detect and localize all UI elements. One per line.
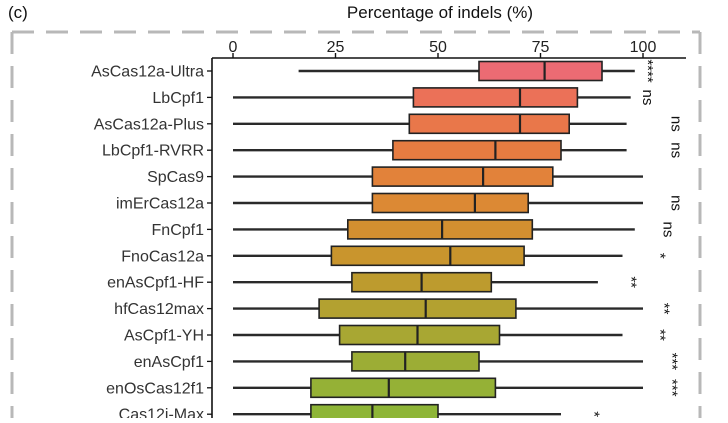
panel-label: (c) (8, 3, 28, 22)
significance-label: ns (660, 221, 677, 237)
y-tick-label: AsCas12a-Plus (94, 116, 204, 133)
box (346, 219, 534, 240)
y-tick-label: AsCpf1-YH (124, 328, 204, 345)
y-tick-label: enOsCas12f1 (106, 380, 204, 397)
axes: 0 25 50 75 100 (207, 39, 686, 418)
y-tick-label: LbCpf1-RVRR (102, 143, 204, 160)
y-tick-labels: AsCas12a-Ultra LbCpf1 AsCas12a-Plus LbCpf1-… (91, 64, 205, 423)
x-tick-label: 75 (532, 39, 550, 56)
box (351, 351, 480, 372)
boxes (233, 60, 643, 423)
y-tick-label: imErCas12a (116, 196, 204, 213)
y-tick-label: LbCpf1 (152, 90, 204, 107)
y-tick-label: hfCas12max (114, 301, 204, 318)
significance-label: *** (664, 379, 681, 397)
box (392, 139, 562, 161)
box (338, 324, 501, 346)
x-tick-label: 100 (630, 39, 657, 56)
y-tick-label: AsCas12a-Ultra (91, 64, 204, 81)
y-tick-label: Cas12i-Max (119, 407, 204, 418)
box (330, 245, 525, 267)
box (478, 60, 603, 82)
significance-label: ** (651, 329, 668, 341)
y-tick-label: enAsCpf1 (134, 354, 204, 371)
chart-title: Percentage of indels (%) (347, 3, 533, 22)
significance-label: * (651, 253, 668, 259)
significance-label: * (586, 411, 603, 417)
significance-label: ns (668, 116, 685, 132)
x-tick-label: 25 (327, 39, 345, 56)
y-tick-label: enAsCpf1-HF (107, 275, 204, 292)
y-tick-label: FnoCas12a (121, 248, 204, 265)
significance-label: *** (664, 353, 681, 371)
box (310, 377, 497, 399)
box (371, 192, 529, 214)
box (318, 298, 517, 319)
dashed-frame (10, 30, 702, 418)
significance-label: ns (668, 195, 685, 211)
significance-label: **** (639, 59, 656, 83)
x-tick-label: 0 (229, 39, 238, 56)
significance-label: ns (639, 89, 656, 105)
significance-label: ns (668, 142, 685, 158)
box (408, 113, 570, 135)
significance-label: ** (623, 276, 640, 288)
x-tick-label: 50 (429, 39, 447, 56)
box (310, 403, 439, 423)
box (371, 166, 554, 187)
box (412, 87, 579, 108)
significance-label: ** (655, 303, 672, 315)
y-tick-label: SpCas9 (147, 169, 204, 186)
y-tick-label: FnCpf1 (152, 222, 205, 239)
